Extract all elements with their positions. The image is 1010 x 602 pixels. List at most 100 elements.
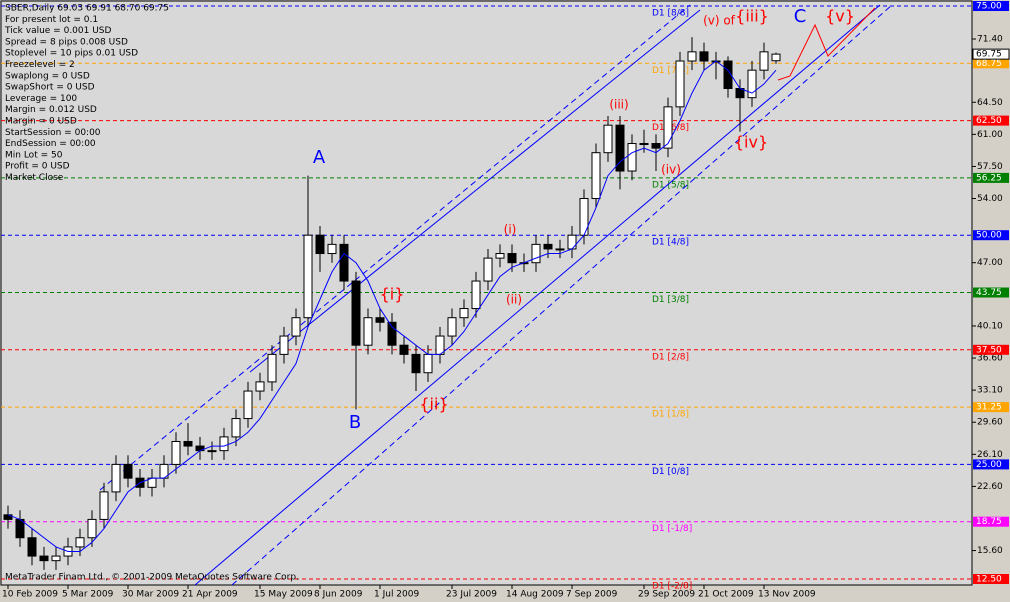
y-tick-label: 40.10 — [977, 321, 1003, 331]
wave-label: (i) — [504, 223, 517, 237]
info-line: Freezelevel = 2 — [5, 60, 75, 70]
channel-line — [194, 4, 881, 586]
candle-body — [27, 537, 37, 557]
candle-body — [639, 143, 649, 146]
y-tick-label: 57.50 — [977, 162, 1003, 172]
x-tick-label: 8 Jun 2009 — [314, 590, 363, 600]
y-tick-label: 36.60 — [977, 354, 1003, 364]
x-tick-label: 29 Sep 2009 — [638, 590, 695, 600]
candle-body — [771, 53, 781, 62]
x-tick-label: 7 Sep 2009 — [566, 590, 618, 600]
candle-body — [375, 317, 385, 323]
candle-body — [495, 253, 505, 259]
x-tick-label: 30 Mar 2009 — [122, 590, 179, 600]
level-box-label: 12.50 — [976, 575, 1002, 585]
candle-body — [555, 248, 565, 251]
level-box — [973, 516, 1009, 527]
wave-label: {iv} — [734, 133, 768, 152]
level-label: D1 [2/8] — [652, 352, 689, 362]
candle-body — [231, 418, 241, 438]
moving-average — [7, 60, 777, 552]
level-box — [973, 115, 1009, 126]
candle-body — [327, 243, 337, 255]
y-tick-label: 33.10 — [977, 386, 1003, 396]
channel — [99, 4, 893, 586]
info-line: SBER,Daily 69.03 69.91 68.70 69.75 — [5, 4, 169, 14]
candle-body — [699, 51, 709, 62]
current-price-box — [972, 48, 1010, 60]
channel-line — [249, 9, 701, 373]
candle-body — [183, 440, 193, 447]
candle-body — [279, 335, 289, 355]
level-label: D1 [-1/8] — [652, 524, 692, 534]
candle-body — [51, 555, 61, 562]
level-box-label: 75.00 — [976, 2, 1002, 12]
info-line: SwapShort = 0 USD — [5, 83, 95, 93]
wave-label: {i} — [380, 285, 405, 304]
candle-body — [651, 143, 661, 149]
candle-body — [351, 280, 361, 346]
level-box-label: 43.75 — [976, 288, 1002, 298]
level-box — [973, 344, 1009, 355]
info-line: EndSession = 00:00 — [5, 139, 96, 149]
y-tick-label: 54.00 — [977, 194, 1003, 204]
x-tick-label: 15 May 2009 — [254, 590, 313, 600]
y-tick-label: 61.00 — [977, 130, 1003, 140]
y-tick-label: 47.00 — [977, 258, 1003, 268]
level-box — [973, 1, 1009, 11]
wave-label: (ii) — [506, 293, 522, 307]
x-tick-label: 10 Feb 2009 — [2, 590, 58, 600]
candle-body — [627, 143, 637, 172]
info-line: Min Lot = 50 — [5, 150, 63, 160]
projection — [777, 7, 876, 81]
level-box-label: 62.50 — [976, 116, 1002, 126]
candle-body — [87, 518, 97, 539]
level-label: D1 [1/8] — [652, 410, 689, 420]
y-tick-label: 22.60 — [977, 482, 1003, 492]
candle-body — [39, 555, 49, 562]
candle-body — [255, 381, 265, 392]
wave-labels: A B C {i} {ii} {iii} {iv} {v} (i) (ii) (… — [313, 6, 855, 433]
candle-body — [123, 463, 133, 479]
info-line: Spread = 8 pips 0.008 USD — [5, 37, 128, 47]
x-tick-label: 21 Apr 2009 — [182, 590, 238, 600]
info-line: Stoplevel = 10 pips 0.01 USD — [5, 49, 138, 59]
level-box-label: 18.75 — [976, 517, 1002, 527]
x-tick-label: 1 Jul 2009 — [374, 590, 419, 600]
candle-body — [303, 234, 313, 319]
candle-body — [687, 51, 697, 62]
copyright: MetaTrader Finam Ltd., © 2001-2009 MetaQ… — [5, 573, 299, 583]
level-box — [973, 172, 1009, 183]
wave-label: (iii) — [609, 98, 628, 112]
candle-body — [471, 280, 481, 310]
level-box — [973, 287, 1009, 298]
level-label: D1 [3/8] — [652, 295, 689, 305]
candle-body — [483, 257, 493, 282]
candle-body — [723, 60, 733, 90]
candle-body — [243, 390, 253, 420]
candle-body — [291, 317, 301, 337]
info-line: Market Close — [5, 173, 64, 183]
y-tick-label: 15.60 — [977, 546, 1003, 556]
candle-body — [423, 353, 433, 374]
info-line: For present lot = 0.1 — [5, 15, 98, 25]
candle-body — [531, 243, 541, 264]
wave-label: C — [794, 6, 807, 27]
level-box — [973, 574, 1009, 584]
candle-body — [675, 60, 685, 108]
x-tick-label: 23 Jul 2009 — [446, 590, 497, 600]
wave-label: {v} — [825, 7, 855, 26]
level-box — [973, 459, 1009, 470]
level-box-label: 25.00 — [976, 460, 1002, 470]
level-box — [973, 58, 1009, 69]
candle-body — [459, 308, 469, 319]
level-box-label: 68.75 — [976, 59, 1002, 69]
x-tick-label: 14 Aug 2009 — [506, 590, 564, 600]
info-line: Leverage = 100 — [5, 94, 77, 104]
wave-label: B — [349, 412, 361, 433]
candle-body — [315, 234, 325, 255]
wave-label: (iv) — [661, 163, 681, 177]
level-box-label: 56.25 — [976, 173, 1002, 183]
info-line: StartSession = 00:00 — [5, 128, 101, 138]
